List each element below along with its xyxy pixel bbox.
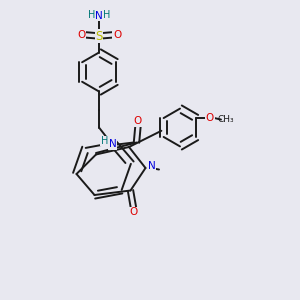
Text: H: H (101, 136, 108, 146)
Text: O: O (206, 113, 214, 123)
Text: H: H (103, 10, 110, 20)
Text: O: O (77, 29, 85, 40)
Text: CH₃: CH₃ (217, 115, 234, 124)
Text: H: H (88, 10, 95, 20)
Text: O: O (134, 116, 142, 126)
Text: N: N (148, 160, 155, 171)
Text: S: S (95, 29, 103, 43)
Text: O: O (113, 29, 121, 40)
Text: O: O (129, 207, 138, 218)
Text: N: N (95, 11, 103, 21)
Text: N: N (109, 139, 117, 149)
